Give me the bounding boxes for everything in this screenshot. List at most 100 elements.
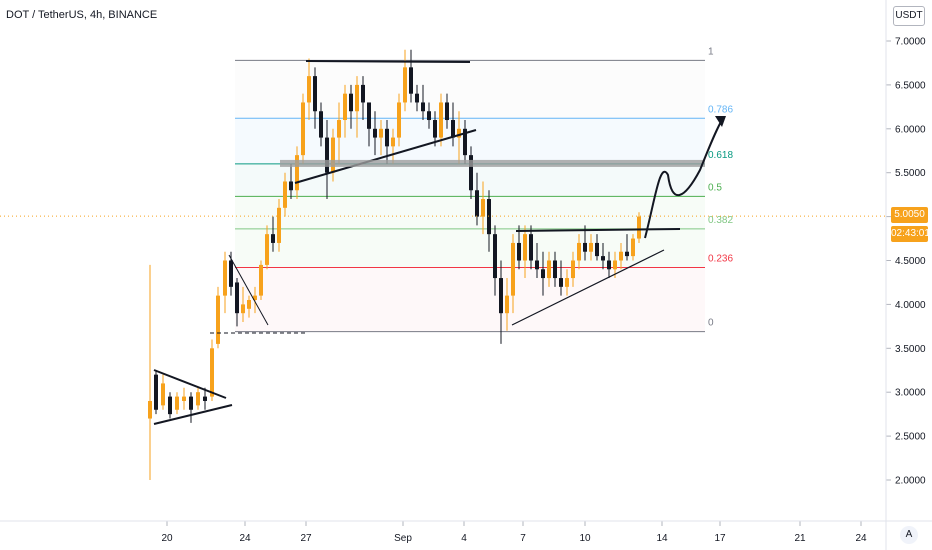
- fib-label: 0.786: [708, 104, 733, 115]
- candle-body: [379, 128, 383, 138]
- time-axis: 20 24 27 Sep 4 7 10 14 17 21 24: [161, 521, 867, 544]
- candle-body: [367, 102, 371, 129]
- fib-label: 0: [708, 318, 714, 329]
- time-tick-label: 7: [520, 533, 526, 544]
- candle-body: [148, 400, 152, 419]
- time-tick-label: 10: [579, 533, 591, 544]
- candle-body: [216, 295, 220, 344]
- candle-body: [397, 102, 401, 138]
- projection-path: [644, 119, 723, 239]
- candle-body: [421, 102, 425, 112]
- time-tick-label: 24: [855, 533, 867, 544]
- candle-body: [271, 234, 275, 243]
- candle-body: [223, 260, 227, 296]
- candle-body: [409, 67, 413, 94]
- candle-body: [583, 242, 587, 252]
- price-tick-label: 2.5000: [895, 432, 926, 443]
- candle-body: [210, 348, 214, 397]
- candle-body: [331, 137, 335, 173]
- candle-body: [637, 216, 641, 239]
- candle-body: [182, 396, 186, 401]
- candle-body: [427, 111, 431, 121]
- candle-body: [343, 93, 347, 121]
- candle-body: [313, 76, 317, 112]
- wedge-trendline: [228, 254, 269, 326]
- candle-body: [631, 238, 635, 257]
- candle-body: [445, 102, 449, 121]
- price-tick-label: 4.5000: [895, 256, 926, 267]
- candle-body: [403, 67, 407, 103]
- trendline-drawings: [153, 60, 726, 425]
- candle-body: [391, 137, 395, 147]
- time-tick-label: 21: [794, 533, 806, 544]
- candle-body: [553, 260, 557, 279]
- candle-body: [235, 282, 239, 314]
- candle-body: [319, 111, 323, 138]
- time-tick-label: 17: [714, 533, 726, 544]
- candle-body: [259, 264, 263, 296]
- time-tick-label: 14: [656, 533, 668, 544]
- candle-body: [373, 128, 377, 138]
- candle-body: [523, 234, 527, 261]
- candle-body: [295, 155, 299, 191]
- projection-arrowhead: [715, 116, 726, 127]
- candle-body: [196, 392, 200, 406]
- price-axis: 7.00006.50006.00005.50005.00004.50004.00…: [886, 37, 926, 487]
- candle-body: [433, 120, 437, 138]
- price-tick-label: 4.0000: [895, 300, 926, 311]
- candle-body: [475, 190, 479, 217]
- candle-body: [601, 256, 605, 261]
- fib-zone: [235, 267, 705, 332]
- candle-body: [265, 234, 269, 265]
- price-tick-label: 3.0000: [895, 388, 926, 399]
- candle-body: [481, 199, 485, 217]
- candle-body: [619, 251, 623, 261]
- fib-backgrounds: [235, 60, 705, 332]
- currency-selector[interactable]: USDT: [893, 6, 925, 26]
- candle-body: [361, 84, 365, 103]
- candle-body: [589, 242, 593, 252]
- time-tick-label: 4: [461, 533, 467, 544]
- candle-body: [283, 181, 287, 208]
- time-tick-label: 20: [161, 533, 173, 544]
- triangle-lower-trendline: [153, 404, 233, 425]
- fib-label: 1: [708, 46, 714, 57]
- chart-title: DOT / TetherUS, 4h, BINANCE: [6, 9, 158, 21]
- candle-body: [289, 181, 293, 191]
- candle-body: [439, 102, 443, 138]
- candle-body: [175, 396, 179, 410]
- candle-body: [325, 137, 329, 173]
- candle-body: [565, 278, 569, 287]
- candle-body: [189, 396, 193, 410]
- candle-body: [161, 383, 165, 406]
- triangle-upper-trendline: [153, 369, 227, 399]
- candle-body: [307, 76, 311, 103]
- candle-body: [203, 396, 207, 401]
- fib-label: 0.236: [708, 254, 733, 265]
- price-tick-label: 6.0000: [895, 124, 926, 135]
- candle-body: [349, 93, 353, 112]
- candle-body: [529, 234, 533, 261]
- candle-body: [247, 300, 251, 309]
- price-tick-label: 3.5000: [895, 344, 926, 355]
- candle-body: [253, 295, 257, 301]
- time-tick-label: 27: [300, 533, 312, 544]
- highlight-zone: [280, 159, 705, 167]
- fib-label: 0.618: [708, 150, 733, 161]
- bar-countdown-label: 02:43:01: [891, 226, 930, 242]
- last-price-label: 5.0050: [891, 207, 928, 223]
- candle-body: [535, 260, 539, 270]
- time-tick-label: Sep: [394, 533, 412, 544]
- candle-body: [517, 242, 521, 261]
- candles: [148, 49, 641, 480]
- candle-body: [355, 84, 359, 112]
- candle-body: [451, 120, 455, 138]
- candle-body: [625, 251, 629, 257]
- candle-body: [499, 278, 503, 314]
- candle-body: [613, 260, 617, 270]
- auto-scale-button[interactable]: A: [900, 526, 918, 544]
- candle-body: [241, 304, 245, 314]
- fib-label: 0.5: [708, 182, 722, 193]
